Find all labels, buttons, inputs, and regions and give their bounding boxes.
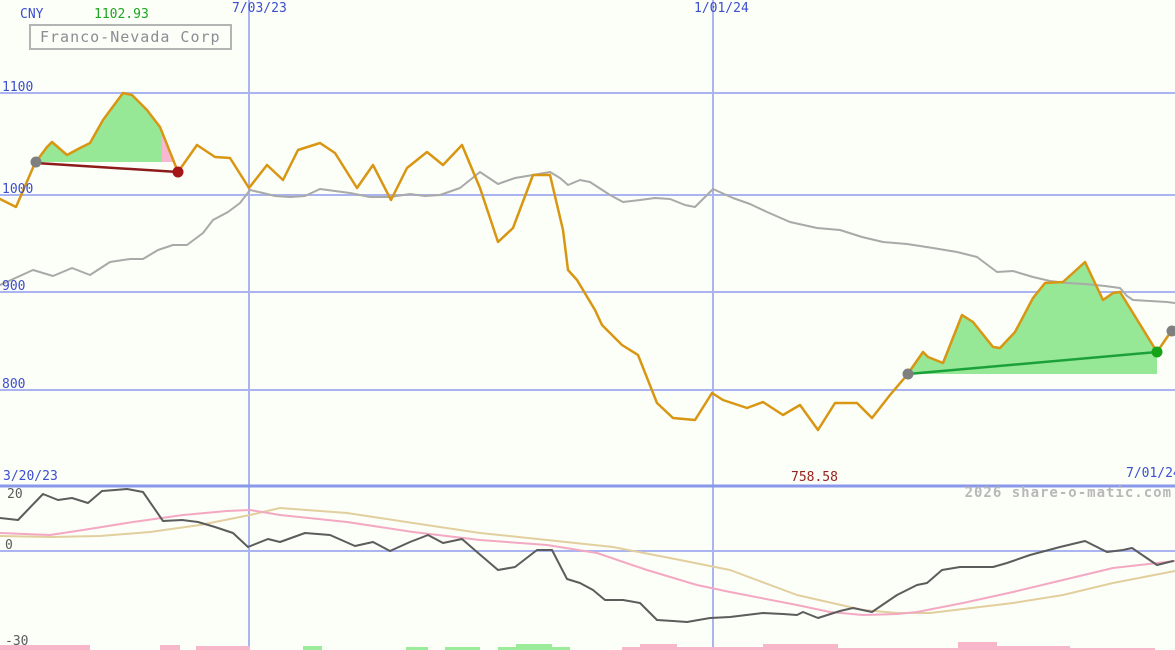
company-title: Franco-Nevada Corp bbox=[29, 24, 232, 50]
